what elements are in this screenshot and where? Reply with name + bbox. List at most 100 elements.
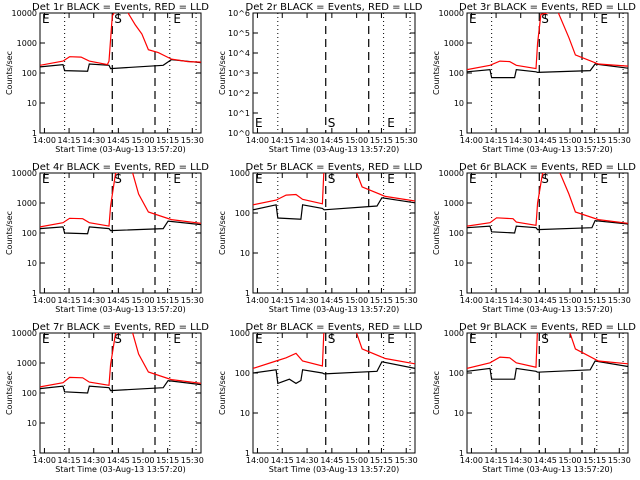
panel-title: Det 4r BLACK = Events, RED = LLD	[32, 162, 209, 173]
y-tick-label: 10000	[12, 9, 37, 18]
x-tick-label: 15:30	[395, 136, 418, 145]
y-tick-label: 10	[454, 409, 464, 418]
event-marker-label: S	[328, 332, 336, 346]
x-axis-label: Start Time (03-Aug-13 13:57:20)	[269, 145, 400, 154]
y-tick-label: 1	[245, 449, 250, 458]
series-events	[253, 197, 415, 220]
panel-title: Det 9r BLACK = Events, RED = LLD	[459, 322, 636, 333]
x-tick-label: 15:15	[583, 136, 606, 145]
y-tick-label: 10000	[439, 9, 464, 18]
x-tick-label: 14:15	[271, 136, 294, 145]
x-tick-label: 14:30	[509, 456, 532, 465]
x-tick-label: 14:15	[271, 456, 294, 465]
y-tick-label: 1000	[444, 39, 464, 48]
x-tick-label: 14:00	[246, 456, 269, 465]
event-marker-label: E	[387, 332, 395, 346]
x-tick-label: 14:00	[33, 296, 56, 305]
x-tick-label: 14:15	[485, 456, 508, 465]
x-axis-label: Start Time (03-Aug-13 13:57:20)	[55, 305, 186, 314]
x-tick-label: 14:15	[485, 296, 508, 305]
y-tick-label: 1	[32, 129, 37, 138]
event-marker-label: E	[469, 12, 477, 26]
series-events	[40, 58, 201, 72]
event-marker-label: E	[387, 172, 395, 186]
series-events	[253, 361, 415, 385]
series-events	[467, 360, 628, 380]
x-tick-label: 14:15	[485, 136, 508, 145]
series-events	[467, 63, 628, 79]
y-tick-label: 1	[32, 449, 37, 458]
y-tick-label: 1	[459, 129, 464, 138]
y-tick-label: 1	[32, 289, 37, 298]
x-tick-label: 15:15	[370, 136, 393, 145]
event-marker-label: S	[328, 172, 336, 186]
panel-3: Det 3r BLACK = Events, RED = LLD 1 10 100 10…	[432, 2, 636, 154]
y-tick-label: 10^2	[228, 89, 250, 98]
x-tick-label: 15:15	[583, 456, 606, 465]
x-axis-label: Start Time (03-Aug-13 13:57:20)	[482, 465, 613, 474]
y-tick-label: 1	[459, 449, 464, 458]
x-tick-label: 14:30	[82, 136, 105, 145]
event-marker-label: E	[255, 172, 263, 186]
x-tick-label: 14:45	[320, 136, 343, 145]
panel-title: Det 2r BLACK = Events, RED = LLD	[246, 2, 423, 13]
x-tick-label: 15:30	[395, 296, 418, 305]
event-marker-label: E	[600, 172, 608, 186]
x-tick-label: 15:15	[370, 296, 393, 305]
y-tick-label: 1	[459, 289, 464, 298]
y-tick-label: 1000	[444, 199, 464, 208]
x-tick-label: 15:00	[345, 296, 368, 305]
x-tick-label: 14:00	[246, 136, 269, 145]
x-tick-label: 14:30	[82, 456, 105, 465]
x-tick-label: 15:15	[156, 136, 179, 145]
y-tick-label: 10000	[439, 169, 464, 178]
x-tick-label: 15:30	[608, 136, 631, 145]
x-tick-label: 14:00	[33, 136, 56, 145]
plot-frame	[466, 332, 629, 454]
event-marker-label: S	[114, 12, 122, 26]
event-marker-label: E	[600, 332, 608, 346]
y-tick-label: 10000	[12, 169, 37, 178]
y-tick-label: 10^3	[228, 69, 250, 78]
y-tick-label: 100	[22, 229, 37, 238]
panel-title: Det 1r BLACK = Events, RED = LLD	[32, 2, 209, 13]
panel-title: Det 3r BLACK = Events, RED = LLD	[459, 2, 636, 13]
y-tick-label: 1000	[230, 169, 250, 178]
y-tick-label: 10^6	[228, 9, 250, 18]
event-marker-label: E	[255, 332, 263, 346]
y-tick-label: 100	[235, 369, 250, 378]
panel-4: Det 4r BLACK = Events, RED = LLD 1 10 100 10…	[5, 162, 209, 314]
y-tick-label: 100	[449, 69, 464, 78]
series-lld	[40, 13, 201, 66]
y-tick-label: 10^1	[228, 109, 250, 118]
series-lld	[40, 173, 201, 228]
x-tick-label: 15:30	[181, 136, 204, 145]
event-marker-label: S	[114, 332, 122, 346]
event-marker-label: S	[114, 172, 122, 186]
y-tick-label: 10	[240, 409, 250, 418]
plot-frame	[252, 332, 416, 454]
series-lld	[253, 173, 415, 206]
event-marker-label: E	[255, 116, 263, 130]
x-tick-label: 15:00	[131, 456, 154, 465]
y-tick-label: 100	[449, 369, 464, 378]
y-tick-label: 10^0	[228, 129, 250, 138]
x-tick-label: 14:30	[296, 296, 319, 305]
x-tick-label: 15:30	[181, 456, 204, 465]
x-tick-label: 14:00	[246, 296, 269, 305]
x-tick-label: 14:45	[534, 136, 557, 145]
y-tick-label: 100	[22, 389, 37, 398]
x-tick-label: 15:00	[345, 136, 368, 145]
y-tick-label: 10	[27, 259, 37, 268]
panel-7: Det 7r BLACK = Events, RED = LLD 1 10 100 10…	[5, 322, 209, 474]
y-axis-label: Counts/sec	[5, 371, 14, 415]
event-marker-label: E	[42, 12, 50, 26]
series-lld	[467, 333, 628, 369]
x-axis-label: Start Time (03-Aug-13 13:57:20)	[55, 465, 186, 474]
series-events	[40, 220, 201, 235]
x-axis-label: Start Time (03-Aug-13 13:57:20)	[482, 305, 613, 314]
x-tick-label: 14:30	[296, 456, 319, 465]
y-tick-label: 100	[449, 229, 464, 238]
y-tick-label: 100	[235, 209, 250, 218]
